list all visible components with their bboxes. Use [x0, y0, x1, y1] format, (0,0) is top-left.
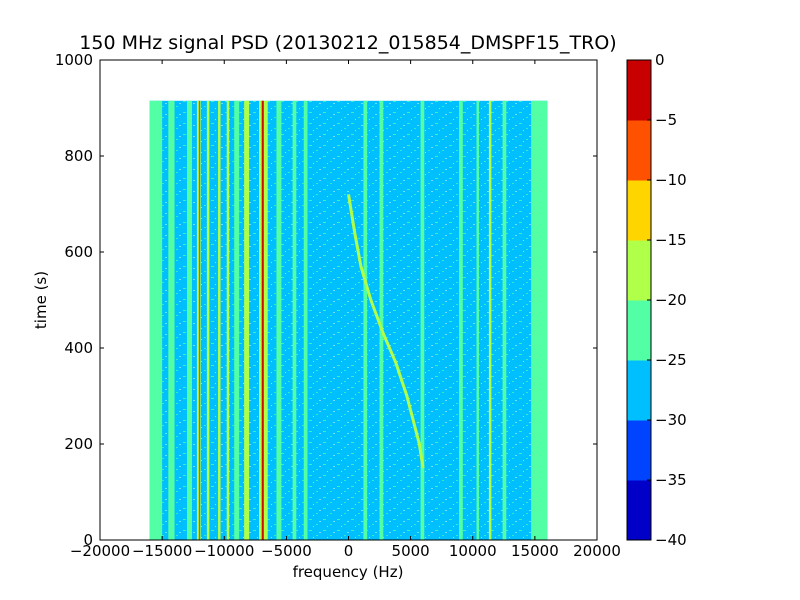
spectral-band	[168, 100, 175, 540]
colorbar-segment	[627, 180, 651, 241]
colorbar-frame	[626, 59, 652, 541]
spectral-band	[244, 100, 250, 540]
spectral-band	[531, 100, 548, 540]
x-tick-label: 15000	[511, 542, 559, 560]
y-tick-label: 400	[64, 339, 93, 357]
spectral-band	[149, 100, 163, 540]
spectral-band	[459, 100, 463, 540]
colorbar-segment	[627, 60, 651, 121]
doppler-trace-line	[347, 194, 425, 469]
colorbar-segment	[627, 420, 651, 481]
y-tick-label: 200	[64, 435, 93, 453]
y-tick-label: 600	[64, 243, 93, 261]
y-tick-label: 1000	[55, 51, 93, 69]
spectral-band	[276, 100, 282, 540]
x-tick-label: −10000	[194, 542, 254, 560]
spectral-band	[234, 100, 240, 540]
colorbar-tick-label: −15	[655, 231, 687, 249]
y-tick-label: 800	[64, 147, 93, 165]
spectral-band	[186, 100, 192, 540]
spectral-band	[206, 100, 210, 540]
spectral-band	[488, 100, 492, 540]
y-axis-ticks: 0 200 400 600 800 1000	[55, 51, 597, 549]
x-tick-label: 0	[344, 542, 354, 560]
x-tick-label: 10000	[449, 542, 497, 560]
spectral-band	[198, 100, 201, 540]
colorbar-tick-label: −10	[655, 171, 687, 189]
y-axis-label: time (s)	[32, 271, 50, 329]
x-tick-label: −15000	[132, 542, 192, 560]
x-tick-label: −5000	[261, 542, 312, 560]
spectrogram-speckle	[149, 100, 548, 540]
colorbar-tick-label: −20	[655, 291, 687, 309]
colorbar-segment	[627, 360, 651, 421]
colorbar-segment	[627, 240, 651, 301]
spectral-bands	[149, 100, 548, 540]
spectral-band	[292, 100, 297, 540]
colorbar-tick-label: −5	[655, 111, 677, 129]
plot-area	[149, 100, 548, 540]
spectral-band	[420, 100, 425, 540]
spectral-band	[476, 100, 479, 540]
spectral-band	[303, 100, 308, 540]
spectral-band	[218, 100, 221, 540]
colorbar-segment	[627, 480, 651, 541]
spectral-band	[502, 100, 507, 540]
spectral-band	[379, 100, 384, 540]
colorbar	[627, 60, 651, 541]
colorbar-tick-label: −40	[655, 531, 687, 549]
colorbar-tick-label: −30	[655, 411, 687, 429]
spectral-band	[363, 100, 368, 540]
x-tick-label: 5000	[392, 542, 430, 560]
colorbar-segment	[627, 300, 651, 361]
colorbar-ticks: −40 −35 −30 −25 −20 −15 −10 −5 0	[647, 51, 687, 549]
satellite-signal-trace	[347, 194, 425, 469]
spectral-band	[262, 100, 264, 540]
colorbar-segment	[627, 120, 651, 181]
chart-title: 150 MHz signal PSD (20130212_015854_DMSP…	[79, 32, 616, 54]
spectral-band	[226, 100, 230, 540]
x-tick-label: 20000	[573, 542, 621, 560]
x-axis-label: frequency (Hz)	[293, 563, 404, 581]
x-tick-label: −20000	[70, 542, 130, 560]
colorbar-tick-label: −25	[655, 351, 687, 369]
y-tick-label: 0	[83, 531, 93, 549]
colorbar-tick-label: 0	[655, 51, 665, 69]
x-axis-ticks: −20000 −15000 −10000 −5000 0 5000 10000 15000 20…	[70, 60, 621, 560]
colorbar-tick-label: −35	[655, 471, 687, 489]
